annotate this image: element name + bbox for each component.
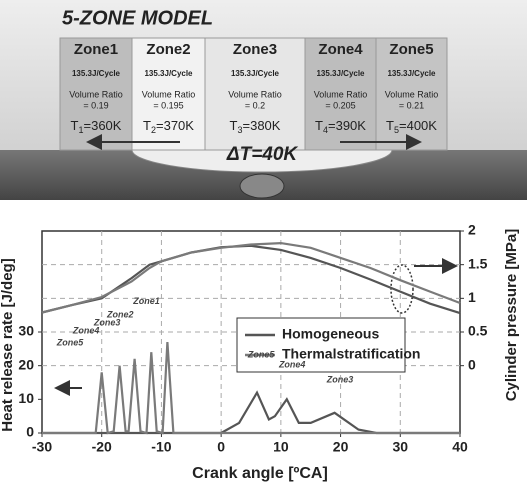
x-tick-label: 30 bbox=[392, 439, 408, 455]
zone-temperature: T5=400K bbox=[386, 118, 437, 135]
chart: Crank angle [ºCA] Heat release rate [J/d… bbox=[0, 222, 520, 483]
x-tick-label: -10 bbox=[151, 439, 171, 455]
temperature-symbol: T bbox=[315, 118, 323, 133]
y2-tick-label: 2 bbox=[468, 222, 476, 238]
annotation: Zone4 bbox=[278, 359, 306, 369]
temperature-value: =370K bbox=[156, 118, 194, 133]
volume-ratio-label: Volume Ratio bbox=[314, 89, 368, 99]
temperature-symbol: T bbox=[71, 118, 79, 133]
legend-label: Homogeneous bbox=[282, 326, 379, 342]
volume-ratio-label: Volume Ratio bbox=[228, 89, 282, 99]
x-tick-label: 10 bbox=[273, 439, 289, 455]
y-tick-label: 0 bbox=[26, 424, 34, 440]
y2-tick-label: 1 bbox=[468, 289, 476, 305]
volume-ratio-value: = 0.21 bbox=[399, 100, 424, 110]
zone-name: Zone4 bbox=[318, 41, 363, 58]
zone-temperature: T3=380K bbox=[230, 118, 281, 135]
temperature-value: =380K bbox=[243, 118, 281, 133]
temperature-symbol: T bbox=[143, 118, 151, 133]
zone-name: Zone3 bbox=[233, 41, 277, 58]
x-tick-label: 20 bbox=[333, 439, 349, 455]
zone-energy: 135.3J/Cycle bbox=[72, 69, 121, 78]
y-tick-label: 10 bbox=[18, 390, 34, 406]
x-tick-label: 40 bbox=[452, 439, 468, 455]
zone-energy: 135.3J/Cycle bbox=[231, 69, 280, 78]
y2-axis-label: Cylinder pressure [MPa] bbox=[503, 229, 520, 402]
y2-tick-label: 0 bbox=[468, 356, 476, 372]
temperature-value: =400K bbox=[399, 118, 437, 133]
y-tick-label: 20 bbox=[18, 356, 34, 372]
zone-energy: 135.3J/Cycle bbox=[387, 69, 436, 78]
zone-energy: 135.3J/Cycle bbox=[316, 69, 365, 78]
volume-ratio-label: Volume Ratio bbox=[385, 89, 439, 99]
zone-temperature: T4=390K bbox=[315, 118, 366, 135]
annotation: Zone5 bbox=[247, 350, 275, 360]
annotation: Zone4 bbox=[72, 325, 100, 335]
x-tick-label: -20 bbox=[92, 439, 112, 455]
zone-name: Zone1 bbox=[74, 41, 118, 58]
zone-temperature: T1=360K bbox=[71, 118, 122, 135]
delta-t: ΔT=40K bbox=[226, 144, 299, 165]
volume-ratio-value: = 0.2 bbox=[245, 100, 265, 110]
x-axis-label: Crank angle [ºCA] bbox=[192, 465, 328, 482]
y2-tick-label: 1.5 bbox=[468, 255, 488, 271]
temperature-value: =360K bbox=[84, 118, 122, 133]
y-axis-label: Heat release rate [J/deg] bbox=[0, 258, 16, 431]
annotation: Zone1 bbox=[132, 296, 160, 306]
zone-name: Zone2 bbox=[146, 41, 190, 58]
x-tick-label: -30 bbox=[32, 439, 52, 455]
temperature-symbol: T bbox=[230, 118, 238, 133]
diagram-title: 5-ZONE MODEL bbox=[62, 7, 213, 29]
piston-pin bbox=[240, 174, 284, 198]
temperature-symbol: T bbox=[386, 118, 394, 133]
temperature-value: =390K bbox=[328, 118, 366, 133]
zone-name: Zone5 bbox=[389, 41, 433, 58]
volume-ratio-label: Volume Ratio bbox=[69, 89, 123, 99]
annotation: Zone5 bbox=[56, 337, 84, 347]
volume-ratio-label: Volume Ratio bbox=[142, 89, 196, 99]
y-tick-label: 30 bbox=[18, 323, 34, 339]
y2-tick-label: 0.5 bbox=[468, 323, 488, 339]
zone-energy: 135.3J/Cycle bbox=[144, 69, 193, 78]
volume-ratio-value: = 0.195 bbox=[153, 100, 183, 110]
diagram: 5-ZONE MODEL Zone1 135.3J/Cycle Volume Rat… bbox=[0, 0, 527, 200]
zone-temperature: T2=370K bbox=[143, 118, 194, 135]
annotation: Zone3 bbox=[326, 375, 354, 385]
x-tick-label: 0 bbox=[217, 439, 225, 455]
volume-ratio-value: = 0.19 bbox=[83, 100, 108, 110]
page: 5-ZONE MODEL Zone1 135.3J/Cycle Volume Rat… bbox=[0, 0, 527, 487]
volume-ratio-value: = 0.205 bbox=[325, 100, 355, 110]
